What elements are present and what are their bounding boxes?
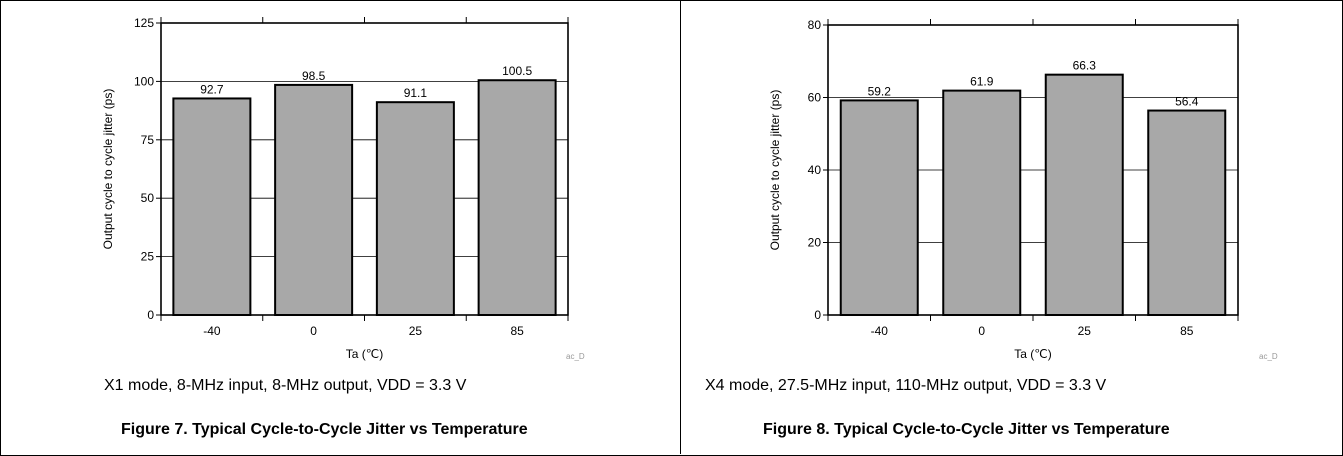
bar [942, 89, 1022, 316]
y-axis-title: Output cycle to cycle jitter (ps) [101, 89, 115, 250]
x-tick-label: 85 [1180, 324, 1194, 338]
bar [1044, 73, 1124, 316]
bar [172, 97, 252, 316]
source-tag: ac_D [1259, 352, 1278, 361]
x-tick-label: 0 [978, 324, 985, 338]
y-tick-label: 60 [808, 91, 822, 105]
y-axis-title: Output cycle to cycle jitter (ps) [768, 90, 782, 251]
x-tick-label: 0 [310, 324, 317, 338]
bar [477, 79, 557, 317]
y-tick-label: 0 [814, 308, 821, 322]
figure-title: Figure 7. Typical Cycle-to-Cycle Jitter … [121, 421, 528, 438]
data-label: 100.5 [502, 64, 532, 78]
panel-divider [680, 0, 681, 454]
data-label: 91.1 [404, 86, 428, 100]
y-tick-label: 50 [141, 191, 155, 205]
bar [375, 101, 455, 316]
data-label: 56.4 [1175, 95, 1199, 109]
bar [1147, 109, 1227, 316]
jitter-chart-x1: 92.7 98.5 91.1 100.5 0 25 50 75 100 125 -40 0 25 85 Ta… [101, 16, 585, 361]
chart-caption: X1 mode, 8-MHz input, 8-MHz output, VDD … [104, 377, 467, 394]
y-tick-label: 20 [808, 236, 822, 250]
x-tick-label: 85 [510, 324, 524, 338]
y-tick-label: 75 [141, 133, 155, 147]
bar [274, 83, 354, 316]
y-tick-label: 100 [134, 74, 154, 88]
x-tick-label: 25 [1078, 324, 1092, 338]
data-label: 59.2 [868, 84, 892, 98]
x-tick-label: 25 [409, 324, 423, 338]
data-label: 92.7 [200, 82, 224, 96]
source-tag: ac_D [566, 352, 585, 361]
data-label: 61.9 [970, 75, 994, 89]
figure-title: Figure 8. Typical Cycle-to-Cycle Jitter … [763, 421, 1170, 438]
bar [839, 99, 919, 317]
figure-8-panel: 59.2 61.9 66.3 56.4 0 20 40 60 80 -40 0 25 85 Ta (℃) O… [681, 0, 1343, 454]
data-label: 98.5 [302, 69, 326, 83]
x-tick-label: -40 [203, 324, 221, 338]
y-tick-label: 0 [147, 308, 154, 322]
jitter-chart-x4: 59.2 61.9 66.3 56.4 0 20 40 60 80 -40 0 25 85 Ta (℃) O… [768, 18, 1278, 361]
x-axis-title: Ta (℃) [346, 347, 383, 361]
chart-caption: X4 mode, 27.5-MHz input, 110-MHz output,… [705, 377, 1107, 394]
y-tick-label: 125 [134, 16, 154, 30]
data-label: 66.3 [1073, 59, 1097, 73]
y-tick-label: 25 [141, 250, 155, 264]
x-axis-title: Ta (℃) [1014, 347, 1051, 361]
y-tick-label: 80 [808, 18, 822, 32]
figure-7-panel: 92.7 98.5 91.1 100.5 0 25 50 75 100 125 -40 0 25 85 Ta… [101, 16, 585, 438]
x-tick-label: -40 [871, 324, 889, 338]
y-tick-label: 40 [808, 163, 822, 177]
